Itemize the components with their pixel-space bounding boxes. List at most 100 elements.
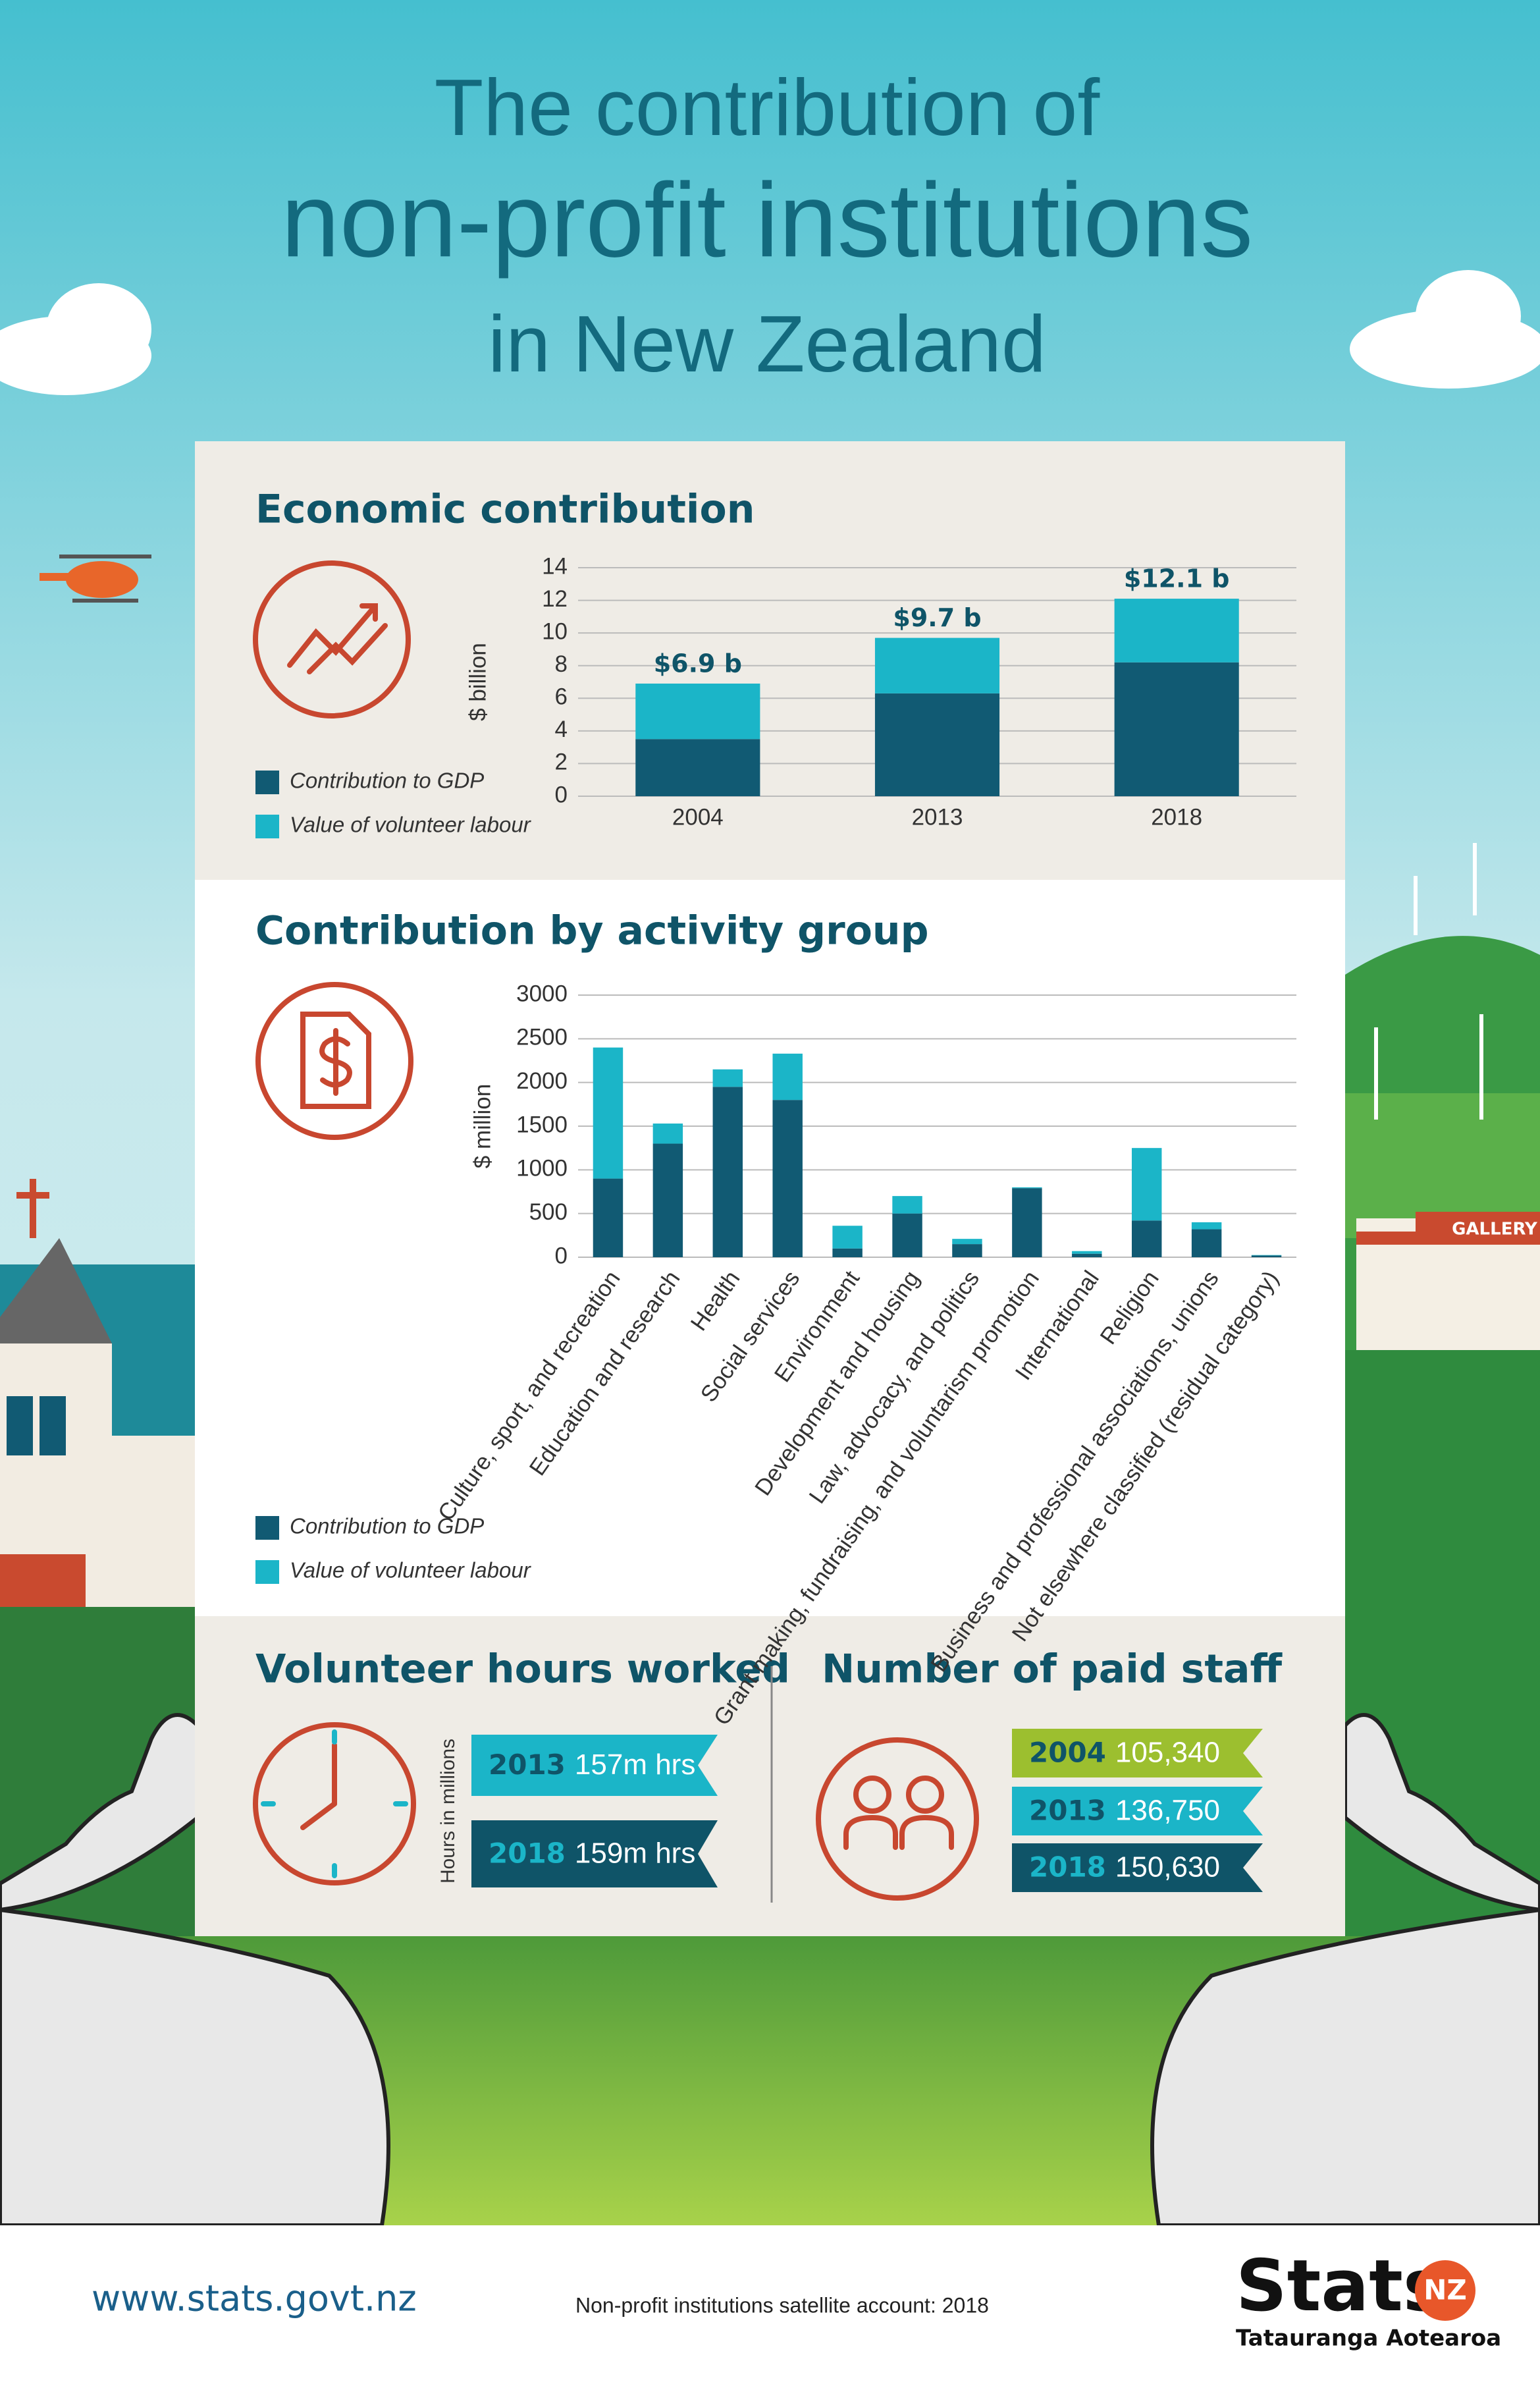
x-tick-label: 2013 — [912, 804, 963, 830]
bar-segment — [832, 1226, 863, 1249]
ribbon-year: 2013 — [1029, 1795, 1106, 1827]
y-tick-label: 2 — [555, 749, 568, 775]
axis-label: Hours in millions — [437, 1739, 459, 1884]
bar-segment — [1191, 1229, 1222, 1257]
ribbon-value: 157m hrs — [575, 1749, 695, 1781]
y-tick-label: 1000 — [516, 1156, 568, 1181]
ribbon-year: 2004 — [1029, 1737, 1106, 1769]
y-tick-label: 0 — [555, 782, 568, 807]
logo-subtitle: Tatauranga Aotearoa — [1236, 2325, 1501, 2352]
legend-swatch — [255, 771, 279, 794]
ribbon-year: 2018 — [489, 1837, 566, 1870]
bar-segment — [635, 683, 760, 740]
bar-segment — [593, 1047, 624, 1179]
legend-swatch — [255, 815, 279, 838]
gallery-sign: GALLERY — [1452, 1220, 1538, 1239]
bar-segment — [652, 1124, 683, 1144]
gallery: GALLERY — [1356, 1212, 1540, 1350]
bar-segment — [952, 1244, 982, 1257]
section-heading: Contribution by activity group — [255, 908, 929, 954]
bar-segment — [874, 693, 1000, 796]
bar-segment — [1251, 1255, 1282, 1257]
clouds — [0, 270, 1540, 395]
bar-segment — [1191, 1222, 1222, 1230]
legend-swatch — [255, 1516, 279, 1540]
title-line: non-profit institutions — [281, 161, 1253, 279]
legend-label: Value of volunteer labour — [290, 813, 532, 837]
ribbon-value: 136,750 — [1115, 1795, 1220, 1827]
section-heading: Volunteer hours worked — [255, 1646, 790, 1693]
logo: Stats — [1236, 2245, 1445, 2327]
bar-segment — [832, 1248, 863, 1257]
bar-segment — [874, 637, 1000, 693]
total-label: $6.9 b — [654, 649, 742, 678]
y-tick-label: 1500 — [516, 1112, 568, 1137]
x-tick-label: 2004 — [672, 804, 724, 830]
icon-clock — [253, 1722, 416, 1885]
bar-segment — [1251, 1255, 1282, 1256]
bar-segment — [635, 739, 760, 796]
title-line: in New Zealand — [488, 299, 1046, 389]
logo-badge: NZ — [1423, 2274, 1467, 2306]
icon-people — [816, 1737, 979, 1901]
footer-url: www.stats.govt.nz — [92, 2278, 417, 2319]
bar-segment — [1131, 1220, 1162, 1257]
title-line: The contribution of — [435, 63, 1101, 152]
bar-segment — [1072, 1251, 1102, 1254]
y-tick-label: 14 — [542, 553, 568, 579]
bar-segment — [1012, 1188, 1042, 1257]
ribbon-value: 150,630 — [1115, 1851, 1220, 1884]
ribbon — [471, 1820, 718, 1887]
legend-label: Contribution to GDP — [290, 769, 484, 793]
icon-growth — [253, 560, 411, 719]
footer-band — [0, 2225, 1540, 2386]
bar-segment — [1072, 1253, 1102, 1257]
ribbon — [1012, 1787, 1263, 1835]
ribbon-value: 105,340 — [1115, 1737, 1220, 1769]
ribbon-year: 2018 — [1029, 1851, 1106, 1884]
ribbon — [471, 1735, 718, 1796]
bar-segment — [892, 1196, 922, 1214]
icon-document — [255, 982, 413, 1140]
logo-badge-circle — [1415, 2260, 1475, 2321]
ribbon-year: 2013 — [489, 1749, 566, 1781]
x-tick-label: 2018 — [1151, 804, 1202, 830]
bar-segment — [1012, 1187, 1042, 1189]
legend-label: Value of volunteer labour — [290, 1558, 532, 1583]
hands — [0, 1713, 1540, 2227]
section-heading: Economic contribution — [255, 487, 755, 533]
helicopter — [40, 555, 151, 603]
bar-segment — [772, 1053, 803, 1100]
y-tick-label: 500 — [529, 1199, 568, 1225]
y-tick-label: 3000 — [516, 981, 568, 1006]
legend-swatch — [255, 1560, 279, 1584]
footer-note: Non-profit institutions satellite accoun… — [575, 2293, 989, 2317]
y-tick-label: 0 — [555, 1243, 568, 1268]
bar-segment — [1114, 662, 1239, 796]
total-label: $9.7 b — [893, 603, 981, 632]
y-axis-label: $ billion — [465, 643, 491, 721]
y-tick-label: 6 — [555, 684, 568, 710]
bar-segment — [1114, 599, 1239, 663]
y-tick-label: 10 — [542, 618, 568, 644]
y-axis-label: $ million — [469, 1084, 495, 1168]
bar-segment — [772, 1100, 803, 1257]
bar-segment — [652, 1143, 683, 1257]
section-heading: Number of paid staff — [822, 1646, 1283, 1693]
ribbon — [1012, 1729, 1263, 1777]
legend-label: Contribution to GDP — [290, 1514, 484, 1538]
bar-segment — [952, 1239, 982, 1245]
bar-segment — [712, 1087, 743, 1257]
ribbon — [1012, 1843, 1263, 1892]
ribbon-value: 159m hrs — [575, 1837, 695, 1870]
y-tick-label: 12 — [542, 586, 568, 612]
total-label: $12.1 b — [1124, 564, 1230, 593]
y-tick-label: 8 — [555, 651, 568, 677]
bar-segment — [892, 1213, 922, 1257]
bar-segment — [712, 1069, 743, 1087]
y-tick-label: 4 — [555, 717, 568, 742]
y-tick-label: 2500 — [516, 1025, 568, 1050]
bar-segment — [593, 1178, 624, 1257]
